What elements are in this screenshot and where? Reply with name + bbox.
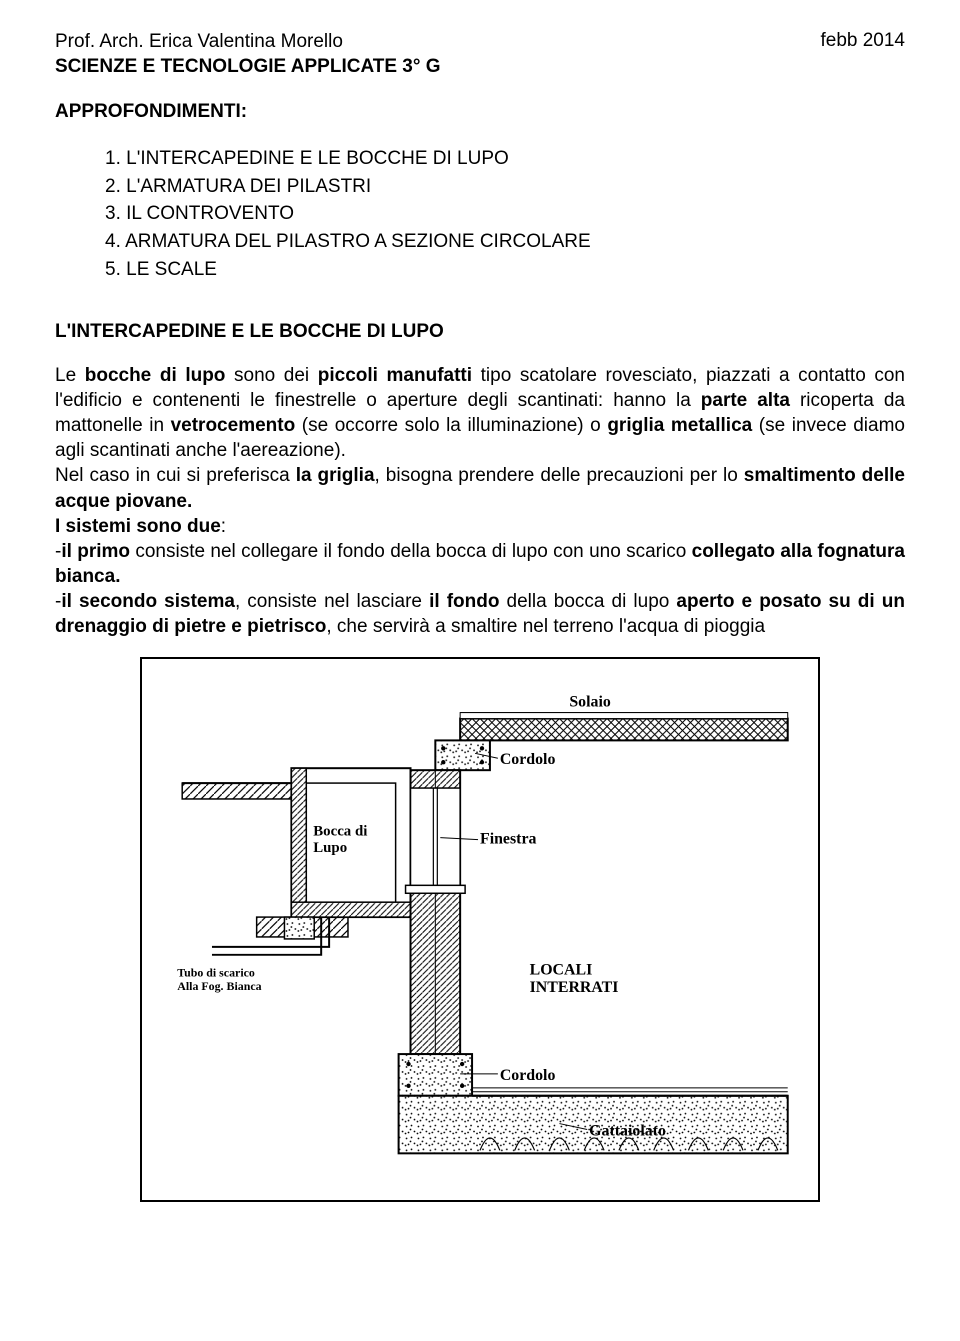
section-heading: APPROFONDIMENTI: bbox=[55, 101, 905, 123]
body-paragraphs: Le bocche di lupo sono dei piccoli manuf… bbox=[55, 363, 905, 639]
svg-text:Gattaiolato: Gattaiolato bbox=[589, 1122, 666, 1139]
svg-text:Solaio: Solaio bbox=[569, 694, 611, 711]
svg-text:LOCALIINTERRATI: LOCALIINTERRATI bbox=[530, 962, 619, 996]
course-line: SCIENZE E TECNOLOGIE APPLICATE 3° G bbox=[55, 56, 441, 77]
list-item: 2. L'ARMATURA DEI PILASTRI bbox=[105, 173, 905, 201]
section-diagram: SolaioCordoloBocca diLupoFinestraTubo di… bbox=[140, 657, 820, 1202]
svg-text:Cordolo: Cordolo bbox=[500, 751, 556, 768]
svg-text:Finestra: Finestra bbox=[480, 831, 536, 848]
list-item: 5. LE SCALE bbox=[105, 256, 905, 284]
svg-text:Tubo di scaricoAlla Fog. Bianc: Tubo di scaricoAlla Fog. Bianca bbox=[177, 966, 261, 993]
list-item-text: L'ARMATURA DEI PILASTRI bbox=[126, 176, 371, 197]
list-item: 1. L'INTERCAPEDINE E LE BOCCHE DI LUPO bbox=[105, 145, 905, 173]
author-line: Prof. Arch. Erica Valentina Morello bbox=[55, 31, 343, 52]
svg-text:Cordolo: Cordolo bbox=[500, 1067, 556, 1084]
header-date: febb 2014 bbox=[820, 30, 905, 79]
header-left: Prof. Arch. Erica Valentina Morello SCIE… bbox=[55, 30, 441, 79]
list-item-text: IL CONTROVENTO bbox=[126, 203, 294, 224]
list-item: 4. ARMATURA DEL PILASTRO A SEZIONE CIRCO… bbox=[105, 228, 905, 256]
list-item-text: ARMATURA DEL PILASTRO A SEZIONE CIRCOLAR… bbox=[125, 231, 591, 252]
sub-heading: L'INTERCAPEDINE E LE BOCCHE DI LUPO bbox=[55, 321, 905, 343]
list-item: 3. IL CONTROVENTO bbox=[105, 200, 905, 228]
list-item-text: LE SCALE bbox=[126, 259, 217, 280]
list-item-text: L'INTERCAPEDINE E LE BOCCHE DI LUPO bbox=[126, 148, 509, 169]
document-header: Prof. Arch. Erica Valentina Morello SCIE… bbox=[55, 30, 905, 79]
diagram-wrap: SolaioCordoloBocca diLupoFinestraTubo di… bbox=[55, 657, 905, 1202]
numbered-list: 1. L'INTERCAPEDINE E LE BOCCHE DI LUPO 2… bbox=[105, 145, 905, 283]
